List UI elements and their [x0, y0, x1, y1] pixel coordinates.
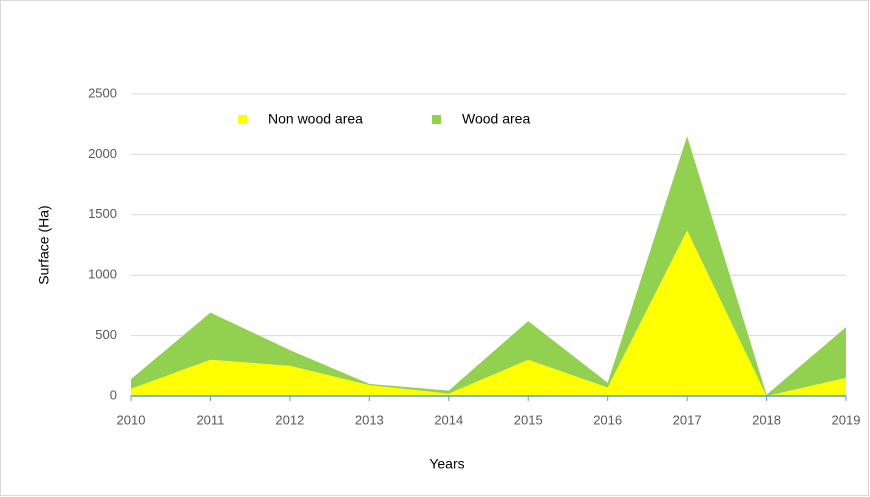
y-tick-label: 2500 [88, 85, 117, 100]
x-tick-label: 2018 [752, 412, 781, 427]
x-tick-label: 2017 [673, 412, 702, 427]
area [131, 136, 846, 396]
x-tick-label: 2011 [196, 412, 224, 427]
x-axis-label: Years [429, 456, 464, 472]
y-tick-label: 1000 [88, 267, 117, 282]
x-tick-label: 2014 [434, 412, 463, 427]
legend-swatch [432, 115, 441, 124]
legend-swatch [238, 115, 247, 124]
x-tick-label: 2012 [275, 412, 304, 427]
x-tick-label: 2010 [117, 412, 146, 427]
legend-label: Wood area [462, 111, 530, 127]
y-tick-label: 0 [110, 387, 117, 402]
x-tick-label: 2019 [832, 412, 861, 427]
y-tick-label: 500 [95, 327, 117, 342]
y-axis-label: Surface (Ha) [36, 205, 52, 284]
x-tick-label: 2013 [355, 412, 384, 427]
x-tick-label: 2016 [593, 412, 622, 427]
y-tick-label: 2000 [88, 146, 117, 161]
area [131, 230, 846, 396]
x-tick-label: 2015 [514, 412, 543, 427]
legend-label: Non wood area [268, 111, 363, 127]
y-tick-label: 1500 [88, 206, 117, 221]
